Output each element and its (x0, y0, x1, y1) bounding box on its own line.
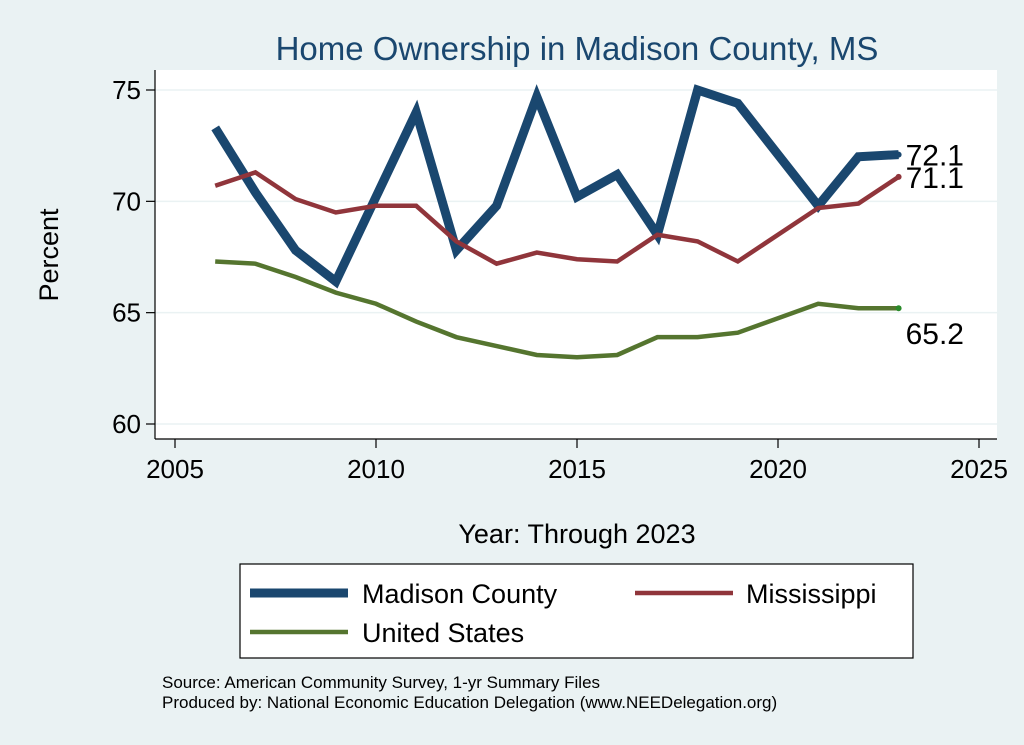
y-axis-title: Percent (34, 208, 64, 302)
producer-note: Produced by: National Economic Education… (162, 693, 777, 712)
y-tick-label: 75 (112, 75, 141, 105)
series-lines (211, 84, 902, 360)
axes: 60 65 70 75 2005 2010 2015 2020 2025 (112, 70, 1008, 484)
x-tick-label: 2020 (749, 454, 807, 484)
end-marker-madison-county (895, 151, 902, 158)
y-tick-label: 60 (112, 409, 141, 439)
series-line-mississippi (214, 169, 900, 267)
end-marker-mississippi (895, 173, 902, 180)
series-line-madison-county (211, 84, 899, 289)
legend-label-united-states: United States (362, 618, 524, 648)
end-label-united-states: 65.2 (906, 318, 964, 351)
y-tick-label: 70 (112, 186, 141, 216)
x-axis-title: Year: Through 2023 (458, 519, 695, 549)
x-tick-label: 2025 (950, 454, 1008, 484)
series-line-united-states (215, 259, 899, 360)
legend: Madison County Mississippi United States (250, 579, 877, 648)
chart-title: Home Ownership in Madison County, MS (276, 30, 879, 67)
end-marker-united-states (895, 305, 902, 312)
y-tick-label: 65 (112, 298, 141, 328)
legend-box (239, 563, 914, 659)
legend-label-mississippi: Mississippi (746, 579, 877, 609)
source-note: Source: American Community Survey, 1-yr … (162, 673, 600, 692)
plot-area (155, 70, 997, 439)
legend-label-madison-county: Madison County (362, 579, 558, 609)
end-label-madison-county: 72.1 (906, 140, 964, 173)
end-labels: 72.171.1 65.2 (906, 140, 964, 352)
x-tick-label: 2010 (347, 454, 405, 484)
end-label-mississippi: 71.1 (906, 162, 964, 195)
x-tick-label: 2015 (548, 454, 606, 484)
x-tick-label: 2005 (146, 454, 204, 484)
